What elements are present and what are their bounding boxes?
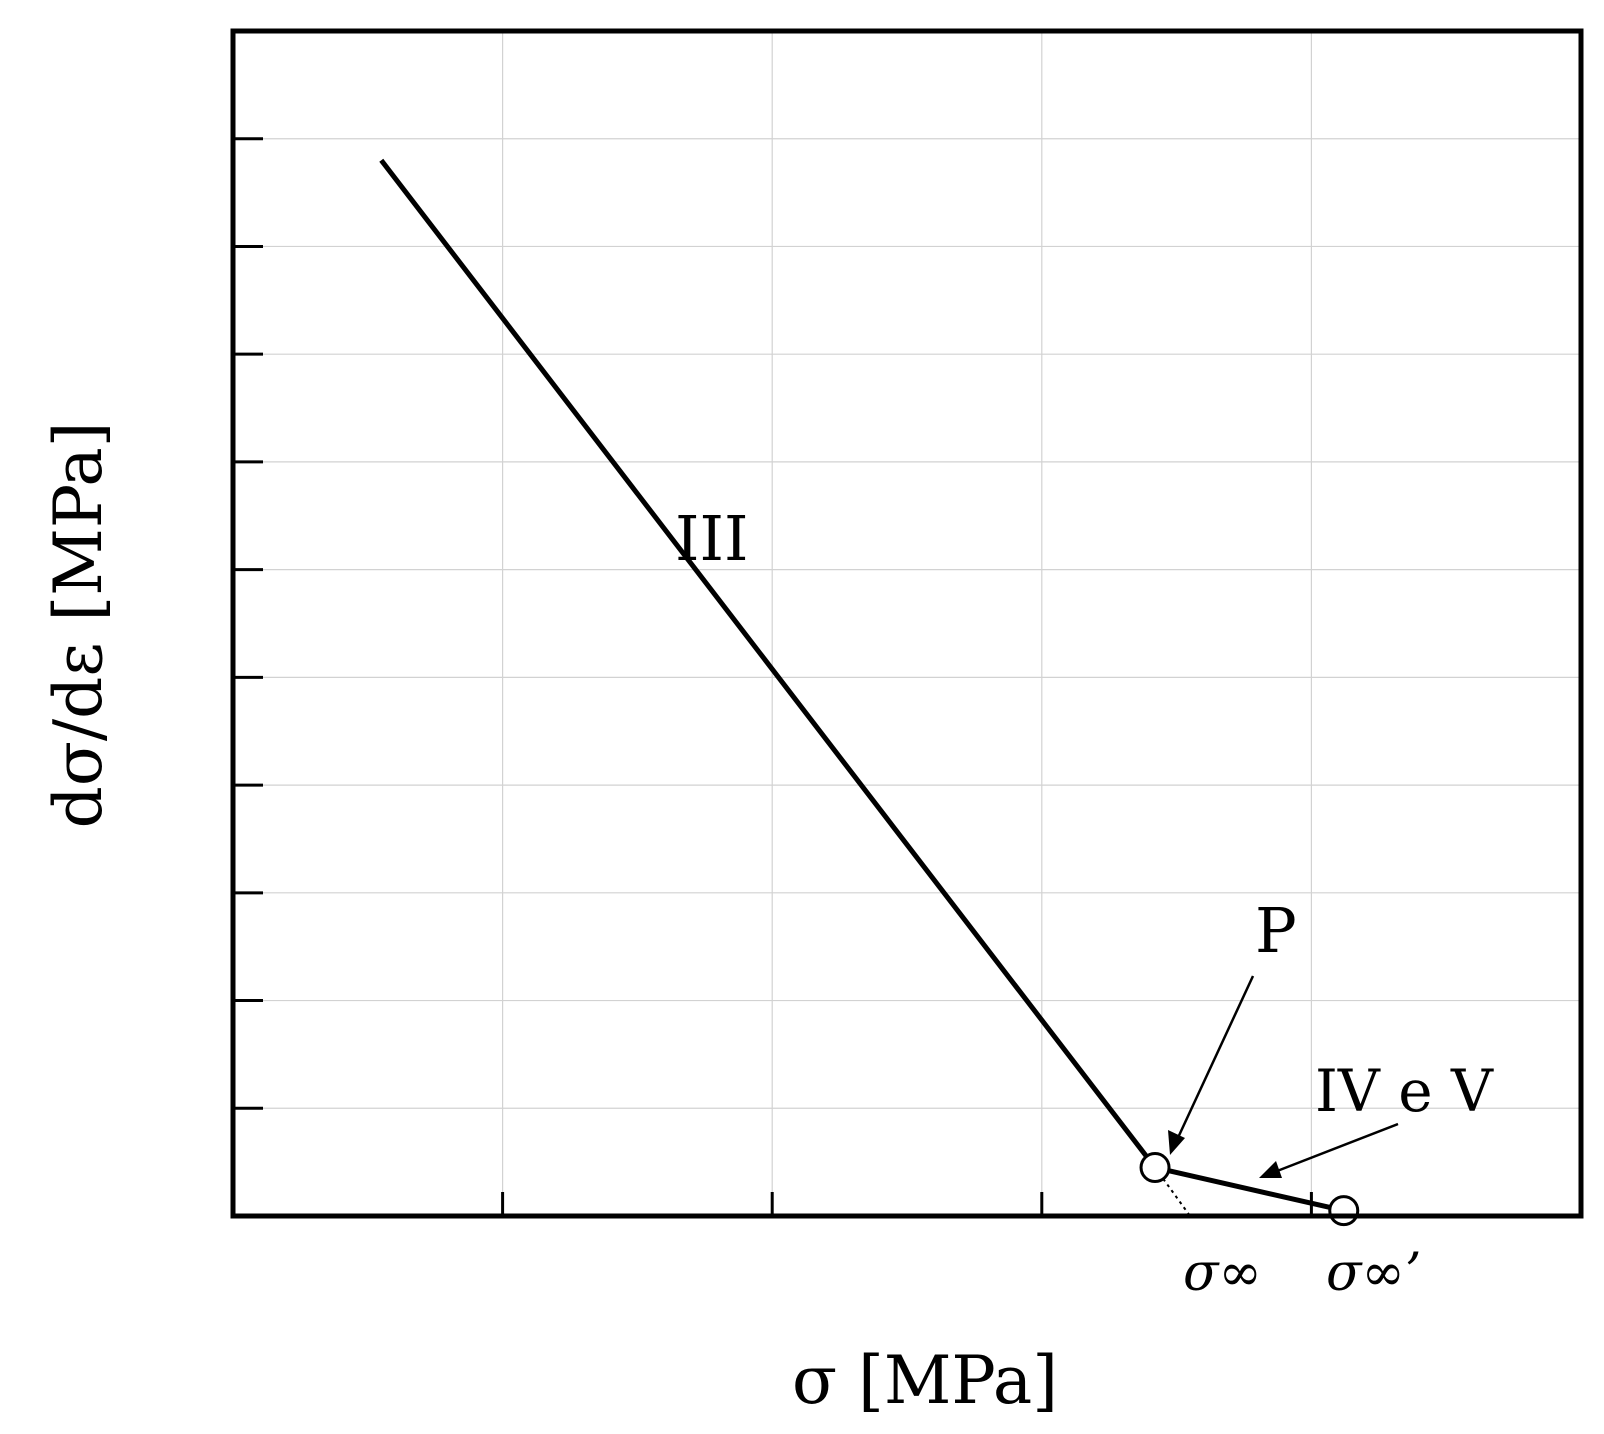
sigma-inf-prime-marker (1328, 1195, 1360, 1227)
arrow-p (1168, 975, 1255, 1155)
label-sigma-inf-prime: σ∞’ (1326, 1243, 1421, 1303)
y-axis-title: dσ/dε [MPa] (40, 422, 117, 829)
series (379, 158, 1360, 1227)
label-stage-iv-v: IV e V (1315, 1057, 1494, 1125)
point-p-marker (1139, 1152, 1171, 1184)
label-stage-iii: III (675, 502, 748, 575)
stage-iv-v-line (1154, 1165, 1345, 1214)
label-point-p: P (1255, 894, 1297, 967)
arrow-iv-v (1259, 1122, 1399, 1178)
grid (233, 31, 1581, 1216)
plot-frame (230, 28, 1584, 1219)
x-axis-title: σ [MPa] (792, 1342, 1058, 1419)
label-sigma-inf: σ∞ (1183, 1243, 1262, 1303)
stage-iii-line (379, 158, 1158, 1170)
